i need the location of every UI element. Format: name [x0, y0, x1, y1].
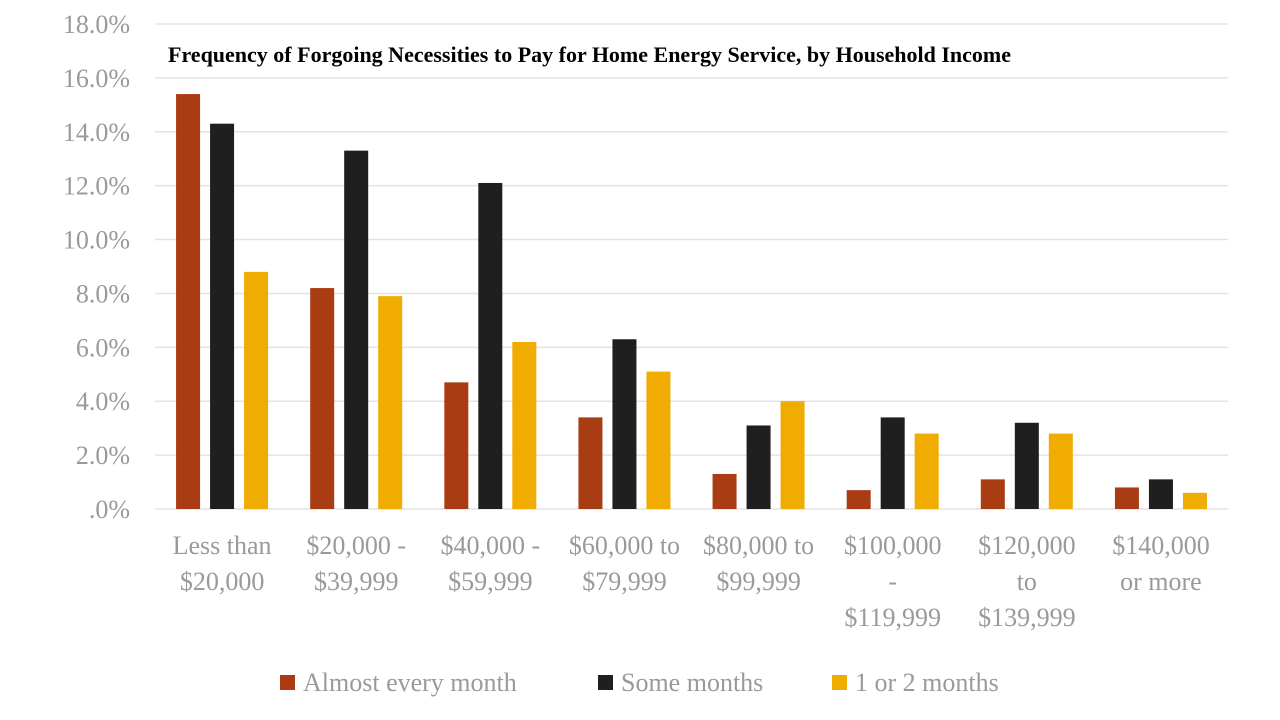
bar: [646, 371, 671, 509]
y-tick-label: 14.0%: [63, 118, 130, 147]
bar: [780, 401, 805, 509]
y-tick-label: 18.0%: [63, 10, 130, 39]
x-tick-label: $39,999: [314, 567, 399, 596]
bar: [1148, 479, 1173, 509]
y-tick-label: 12.0%: [63, 172, 130, 201]
bar: [310, 288, 335, 509]
bar: [1114, 487, 1139, 509]
bar: [612, 339, 637, 509]
bar: [1048, 433, 1073, 509]
y-tick-label: 8.0%: [76, 279, 130, 308]
legend: Almost every month Some months 1 or 2 mont…: [280, 668, 999, 697]
bar: [444, 382, 469, 509]
y-axis: .0% 2.0% 4.0% 6.0% 8.0% 10.0% 12.0% 14.0% 16.0% 1…: [63, 10, 130, 524]
legend-label: Almost every month: [303, 668, 517, 697]
bar: [880, 417, 905, 509]
x-tick-label: $120,000: [978, 531, 1076, 560]
x-tick-label: Less than: [173, 531, 272, 560]
y-tick-label: 4.0%: [76, 387, 130, 416]
bars: [176, 94, 1207, 510]
x-tick-label: -: [888, 567, 897, 596]
bar: [846, 490, 871, 509]
bar: [176, 94, 201, 510]
y-tick-label: 6.0%: [76, 333, 130, 362]
y-tick-label: 10.0%: [63, 226, 130, 255]
x-tick-label: $99,999: [716, 567, 801, 596]
bar: [1014, 422, 1039, 509]
x-tick-label: to: [1017, 567, 1037, 596]
x-tick-label: $40,000 -: [440, 531, 540, 560]
bar: [746, 425, 771, 509]
legend-swatch: [832, 675, 847, 690]
bar: [210, 123, 235, 509]
bar: [1182, 492, 1207, 509]
legend-swatch: [280, 675, 295, 690]
legend-label: 1 or 2 months: [855, 668, 999, 697]
bar: [344, 150, 369, 509]
bar: [478, 182, 503, 509]
y-tick-label: 16.0%: [63, 64, 130, 93]
title-background: [160, 38, 1180, 74]
bar: [914, 433, 939, 509]
bar: [244, 271, 269, 509]
y-tick-label: .0%: [89, 495, 130, 524]
x-tick-label: $20,000: [180, 567, 265, 596]
x-tick-label: $140,000: [1112, 531, 1210, 560]
x-tick-label: $80,000 to: [703, 531, 814, 560]
x-tick-label: $119,999: [844, 603, 941, 632]
legend-label: Some months: [621, 668, 763, 697]
bar: [578, 417, 603, 509]
bar: [378, 296, 403, 509]
x-tick-label: $79,999: [582, 567, 667, 596]
x-axis: Less than $20,000 $20,000 - $39,999 $40,000 …: [173, 531, 1210, 632]
bar: [980, 479, 1005, 509]
legend-swatch: [598, 675, 613, 690]
x-tick-label: $139,999: [978, 603, 1076, 632]
x-tick-label: $20,000 -: [306, 531, 406, 560]
x-tick-label: or more: [1120, 567, 1202, 596]
x-tick-label: $100,000: [844, 531, 942, 560]
y-tick-label: 2.0%: [76, 441, 130, 470]
x-tick-label: $59,999: [448, 567, 533, 596]
x-tick-label: $60,000 to: [569, 531, 680, 560]
chart-title: Frequency of Forgoing Necessities to Pay…: [168, 42, 1011, 67]
bar: [512, 341, 537, 509]
bar: [712, 473, 737, 509]
